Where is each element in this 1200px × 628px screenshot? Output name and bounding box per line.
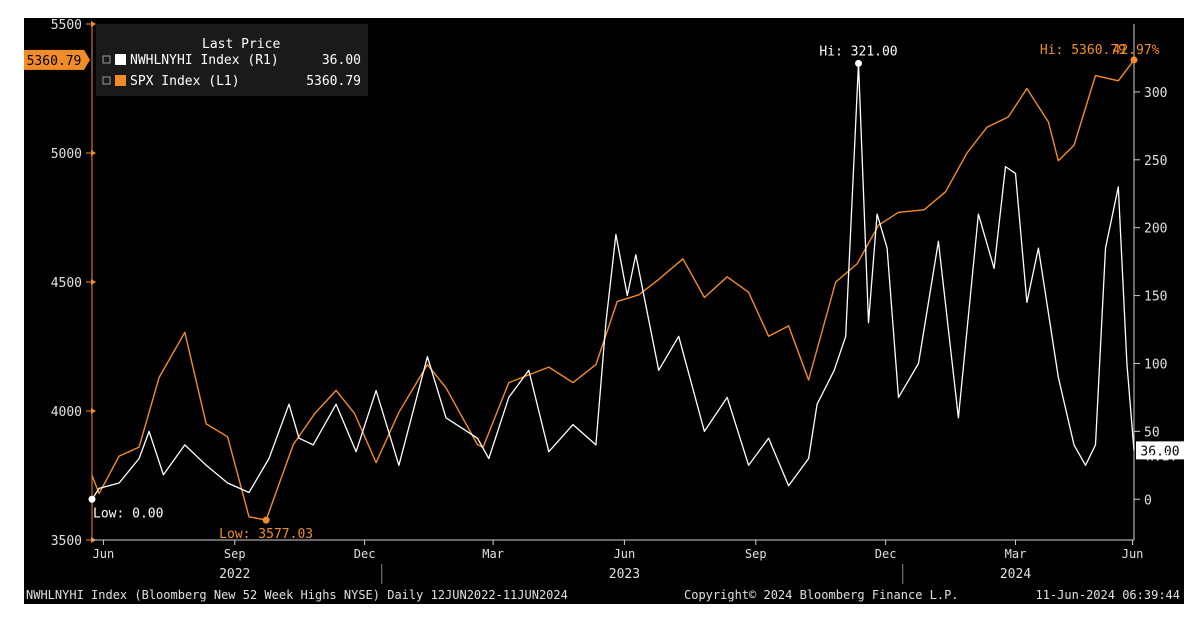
- legend-entry-spx: SPX Index (L1): [130, 74, 240, 89]
- right-axis-tick-label: 100: [1144, 357, 1167, 372]
- x-axis-month-label: Jun: [614, 547, 636, 561]
- footer-copyright: Copyright© 2024 Bloomberg Finance L.P.: [684, 588, 959, 602]
- right-axis-tick-label: 150: [1144, 290, 1167, 305]
- spx-last-badge-arrow: [84, 49, 90, 70]
- right-axis-tick-label: 0: [1144, 493, 1152, 508]
- x-axis-year-label: 2024: [1000, 567, 1031, 582]
- right-axis-tick-label: 250: [1144, 154, 1167, 169]
- spx-series-line: [91, 59, 1135, 521]
- legend-expand-icon-1[interactable]: [102, 55, 111, 64]
- nwhl-high-marker: [855, 59, 863, 67]
- spx-low-label: Low: 3577.03: [219, 527, 313, 542]
- left-axis-tick-label: 5500: [51, 18, 82, 33]
- left-axis-tick-arrow: [91, 279, 96, 285]
- nwhl-na-label: n.a.: [1146, 449, 1177, 464]
- nwhl-last-value: 36.00: [1140, 444, 1179, 459]
- x-axis-month-label: Mar: [1005, 547, 1027, 561]
- series-layer: [91, 59, 1135, 521]
- x-axis-year-label: 2023: [609, 567, 640, 582]
- chart-frame: 5500 5000 4500 4000 3500 300 250 200 150 100 50 0 Ju…: [24, 18, 1184, 604]
- x-axis-month-label: Jun: [1122, 547, 1144, 561]
- axis-layer: 5500 5000 4500 4000 3500 300 250 200 150 100 50 0 Ju…: [51, 18, 1167, 584]
- legend-entry-nwhl: NWHLNYHI Index (R1): [130, 53, 279, 68]
- left-axis-tick-label: 5000: [51, 147, 82, 162]
- left-axis-tick-arrow: [91, 150, 96, 156]
- price-chart: 5500 5000 4500 4000 3500 300 250 200 150 100 50 0 Ju…: [24, 18, 1184, 602]
- legend-header: Last Price: [202, 37, 280, 52]
- legend-swatch-nwhl: [115, 54, 126, 65]
- left-axis-tick-arrow: [91, 408, 96, 414]
- spx-last-value: 5360.79: [27, 54, 82, 69]
- right-axis-tick-label: 50: [1144, 425, 1160, 440]
- legend-expand-icon-2[interactable]: [102, 76, 111, 85]
- legend-swatch-spx: [115, 75, 126, 86]
- right-axis-tick-label: 200: [1144, 222, 1167, 237]
- left-axis-tick-arrow: [91, 21, 96, 27]
- left-axis-tick-label: 4000: [51, 405, 82, 420]
- footer-left: NWHLNYHI Index (Bloomberg New 52 Week Hi…: [26, 588, 568, 602]
- x-axis-year-label: 2022: [219, 567, 250, 582]
- spx-low-marker: [262, 516, 270, 524]
- spx-change-label: 42.97%: [1113, 43, 1160, 58]
- x-axis-month-label: Sep: [224, 547, 246, 561]
- x-axis-month-label: Mar: [482, 547, 504, 561]
- x-axis-month-label: Dec: [354, 547, 376, 561]
- nwhl-high-label: Hi: 321.00: [819, 44, 897, 59]
- x-axis-month-label: Jun: [93, 547, 115, 561]
- legend-value-spx: 5360.79: [306, 74, 361, 89]
- legend-background: [96, 24, 368, 96]
- footer: NWHLNYHI Index (Bloomberg New 52 Week Hi…: [26, 588, 1180, 602]
- spx-high-label: Hi: 5360.79: [1040, 43, 1126, 58]
- x-axis-month-label: Sep: [745, 547, 767, 561]
- nwhl-last-badge: [1136, 441, 1184, 460]
- spx-last-badge: [24, 49, 84, 70]
- legend: Last Price NWHLNYHI Index (R1) 36.00 SPX…: [96, 24, 368, 96]
- spx-high-marker: [1130, 56, 1138, 64]
- nwhl-low-marker: [88, 495, 96, 503]
- nwhl-low-label: Low: 0.00: [93, 506, 163, 521]
- footer-timestamp: 11-Jun-2024 06:39:44: [1036, 588, 1181, 602]
- left-axis-tick-label: 3500: [51, 534, 82, 549]
- right-axis-tick-label: 300: [1144, 86, 1167, 101]
- nwhl-series-line: [91, 62, 1135, 500]
- x-axis-month-label: Dec: [875, 547, 897, 561]
- left-axis-tick-label: 4500: [51, 276, 82, 291]
- legend-value-nwhl: 36.00: [322, 53, 361, 68]
